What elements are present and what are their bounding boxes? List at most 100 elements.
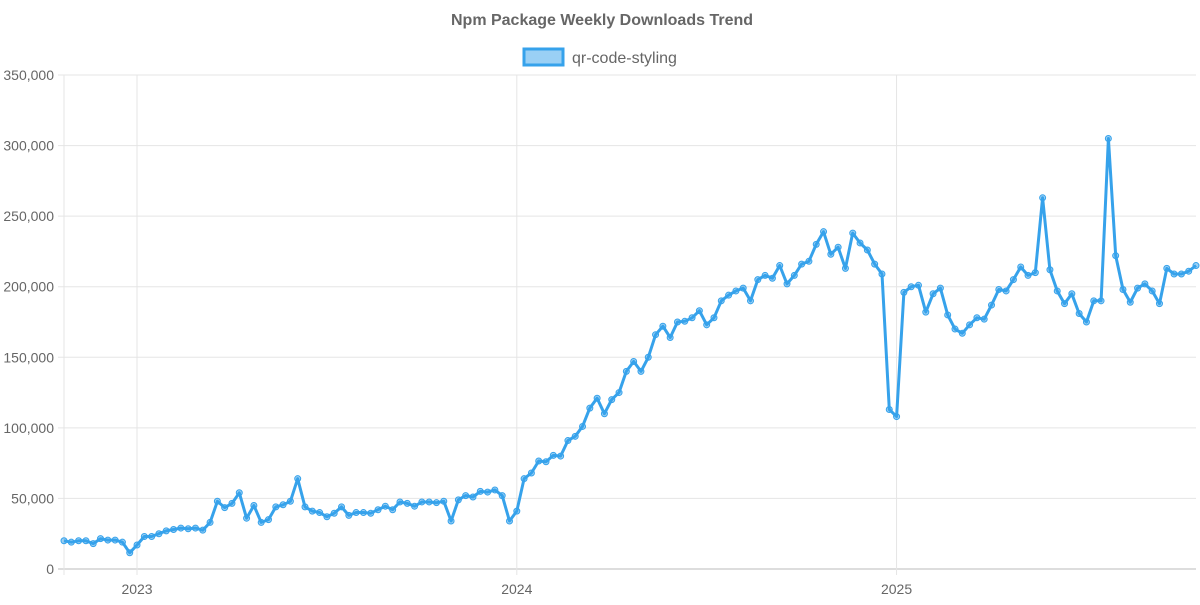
data-point[interactable] <box>170 525 178 533</box>
data-point[interactable] <box>425 498 433 506</box>
data-point[interactable] <box>973 314 981 322</box>
data-point[interactable] <box>863 246 871 254</box>
data-point[interactable] <box>600 410 608 418</box>
data-point[interactable] <box>717 297 725 305</box>
data-point[interactable] <box>929 290 937 298</box>
data-point[interactable] <box>476 487 484 495</box>
data-point[interactable] <box>257 518 265 526</box>
data-point[interactable] <box>411 502 419 510</box>
data-point[interactable] <box>936 284 944 292</box>
data-point[interactable] <box>389 506 397 514</box>
data-point[interactable] <box>338 503 346 511</box>
data-point[interactable] <box>1163 264 1171 272</box>
data-point[interactable] <box>140 533 148 541</box>
data-point[interactable] <box>805 257 813 265</box>
data-point[interactable] <box>272 503 280 511</box>
data-point[interactable] <box>1148 287 1156 295</box>
data-point[interactable] <box>776 262 784 270</box>
data-point[interactable] <box>308 507 316 515</box>
data-point[interactable] <box>1177 270 1185 278</box>
data-point[interactable] <box>97 535 105 543</box>
data-point[interactable] <box>747 297 755 305</box>
data-point[interactable] <box>513 507 521 515</box>
data-point[interactable] <box>418 498 426 506</box>
data-point[interactable] <box>659 322 667 330</box>
data-point[interactable] <box>688 314 696 322</box>
data-point[interactable] <box>608 396 616 404</box>
data-point[interactable] <box>206 518 214 526</box>
data-point[interactable] <box>622 367 630 375</box>
data-point[interactable] <box>316 509 324 517</box>
data-point[interactable] <box>279 501 287 509</box>
data-point[interactable] <box>264 516 272 524</box>
data-point[interactable] <box>396 498 404 506</box>
data-point[interactable] <box>432 499 440 507</box>
data-point[interactable] <box>1031 269 1039 277</box>
data-point[interactable] <box>191 524 199 532</box>
data-point[interactable] <box>330 509 338 517</box>
legend[interactable]: qr-code-styling <box>522 47 677 67</box>
data-point[interactable] <box>732 287 740 295</box>
data-point[interactable] <box>900 288 908 296</box>
data-point[interactable] <box>1097 297 1105 305</box>
data-point[interactable] <box>250 501 258 509</box>
data-point[interactable] <box>666 334 674 342</box>
data-point[interactable] <box>768 274 776 282</box>
data-point[interactable] <box>827 250 835 258</box>
data-point[interactable] <box>1119 286 1127 294</box>
data-point[interactable] <box>615 389 623 397</box>
data-point[interactable] <box>703 321 711 329</box>
data-point[interactable] <box>359 509 367 517</box>
data-point[interactable] <box>1155 300 1163 308</box>
data-point[interactable] <box>1104 135 1112 143</box>
data-point[interactable] <box>637 367 645 375</box>
data-point[interactable] <box>644 353 652 361</box>
data-point[interactable] <box>126 549 134 557</box>
data-point[interactable] <box>148 533 156 541</box>
legend-label[interactable]: qr-code-styling <box>572 50 677 67</box>
data-point[interactable] <box>75 537 83 545</box>
data-point[interactable] <box>893 413 901 421</box>
data-point[interactable] <box>958 329 966 337</box>
data-point[interactable] <box>549 451 557 459</box>
data-point[interactable] <box>286 497 294 505</box>
data-point[interactable] <box>60 537 68 545</box>
data-point[interactable] <box>754 276 762 284</box>
data-point[interactable] <box>681 317 689 325</box>
data-point[interactable] <box>885 406 893 414</box>
data-point[interactable] <box>498 492 506 500</box>
data-point[interactable] <box>111 536 119 544</box>
data-point[interactable] <box>535 457 543 465</box>
data-point[interactable] <box>593 394 601 402</box>
data-point[interactable] <box>162 527 170 535</box>
data-point[interactable] <box>652 331 660 339</box>
data-point[interactable] <box>579 422 587 430</box>
data-point[interactable] <box>1053 287 1061 295</box>
data-point[interactable] <box>951 325 959 333</box>
data-point[interactable] <box>1017 263 1025 271</box>
data-point[interactable] <box>1141 280 1149 288</box>
data-point[interactable] <box>367 509 375 517</box>
data-point[interactable] <box>980 315 988 323</box>
data-point[interactable] <box>922 308 930 316</box>
data-point[interactable] <box>345 511 353 519</box>
data-point[interactable] <box>820 228 828 236</box>
data-point[interactable] <box>988 301 996 309</box>
data-point[interactable] <box>89 540 97 548</box>
data-point[interactable] <box>1024 271 1032 279</box>
data-point[interactable] <box>812 240 820 248</box>
data-point[interactable] <box>454 496 462 504</box>
data-point[interactable] <box>301 503 309 511</box>
data-point[interactable] <box>1170 270 1178 278</box>
data-point[interactable] <box>213 497 221 505</box>
data-point[interactable] <box>177 524 185 532</box>
data-point[interactable] <box>323 513 331 521</box>
data-point[interactable] <box>491 486 499 494</box>
data-point[interactable] <box>725 291 733 299</box>
data-point[interactable] <box>790 271 798 279</box>
data-point[interactable] <box>878 270 886 278</box>
data-point[interactable] <box>871 260 879 268</box>
data-point[interactable] <box>118 538 126 546</box>
data-point[interactable] <box>673 318 681 326</box>
data-point[interactable] <box>228 499 236 507</box>
